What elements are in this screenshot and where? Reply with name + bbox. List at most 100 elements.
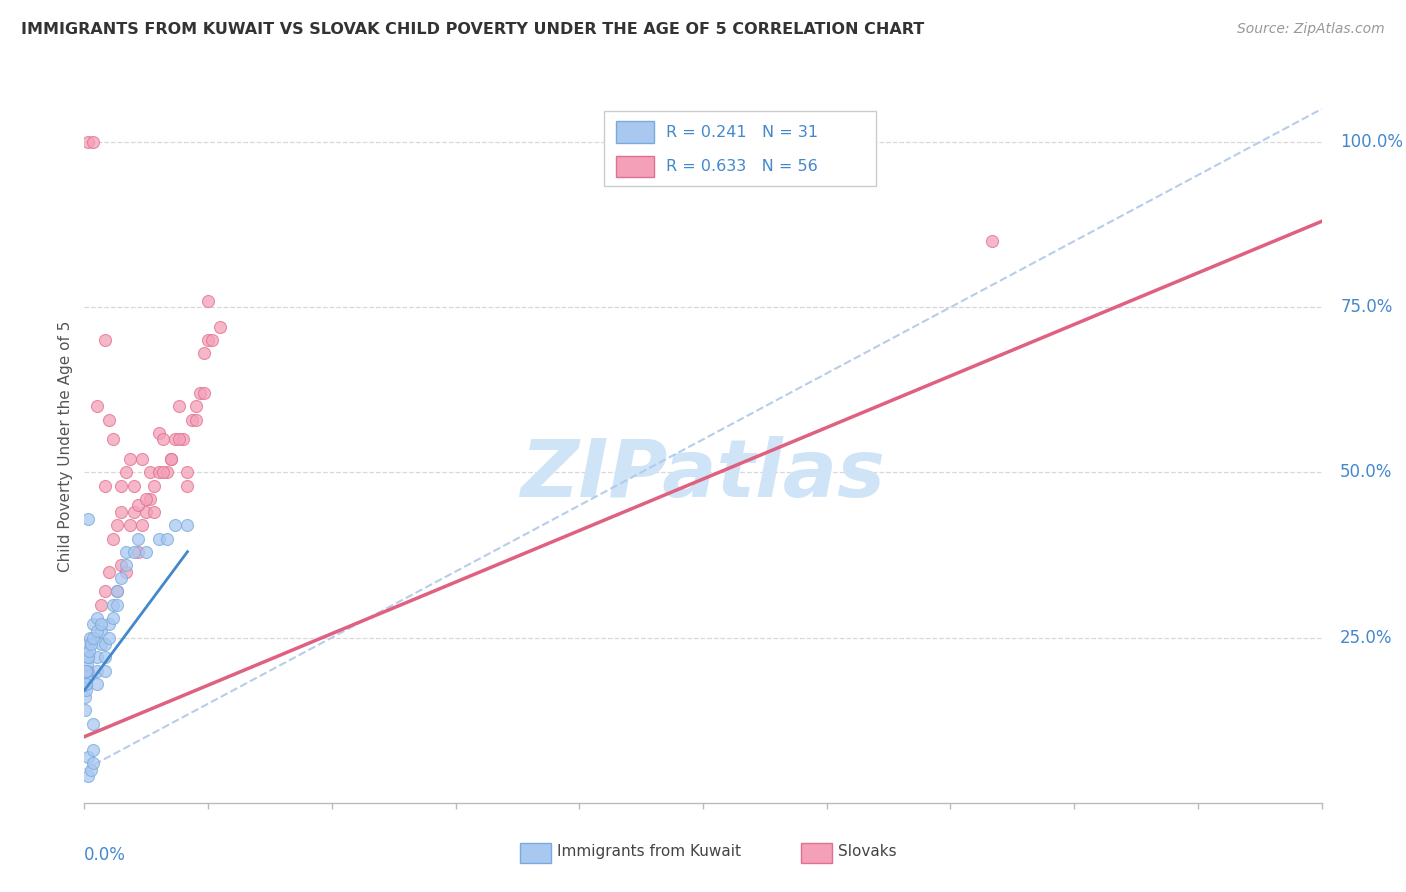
Point (77, 664, 100, 678)
Text: 100.0%: 100.0% (1340, 133, 1403, 151)
Point (152, 466, 174, 480)
Point (148, 425, 170, 440)
Point (127, 545, 149, 559)
Text: 25.0%: 25.0% (1340, 629, 1393, 647)
Point (110, 571, 132, 585)
Point (103, 532, 125, 546)
Point (79, 763, 101, 777)
Point (98, 631, 121, 645)
Point (122, 545, 145, 559)
Point (167, 400, 190, 414)
Point (139, 466, 162, 480)
Point (148, 466, 170, 480)
Point (135, 545, 157, 559)
Point (79, 644, 101, 658)
Point (94, 584, 117, 599)
Point (103, 598, 125, 612)
Point (77, 749, 100, 764)
Point (143, 505, 166, 519)
Point (75, 677, 97, 691)
Point (94, 637, 117, 651)
Point (167, 433, 190, 447)
Text: 75.0%: 75.0% (1340, 298, 1392, 317)
Point (98, 617, 121, 632)
Point (98, 565, 121, 579)
Point (193, 346, 215, 360)
Point (86, 677, 108, 691)
Y-axis label: Child Poverty Under the Age of 5: Child Poverty Under the Age of 5 (58, 320, 73, 572)
Point (105, 584, 128, 599)
Point (82, 716, 104, 731)
FancyBboxPatch shape (616, 155, 654, 177)
Point (127, 499, 149, 513)
Point (118, 518, 141, 533)
Text: ZIPatlas: ZIPatlas (520, 435, 886, 514)
Point (90, 617, 112, 632)
Point (131, 518, 153, 533)
Point (76, 664, 98, 678)
Point (176, 518, 198, 533)
Point (94, 650, 117, 665)
Point (184, 412, 207, 426)
Point (90, 637, 112, 651)
Point (110, 505, 132, 519)
Point (197, 293, 219, 308)
Text: Immigrants from Kuwait: Immigrants from Kuwait (557, 845, 741, 859)
Point (76, 657, 98, 671)
Point (184, 400, 207, 414)
Text: Source: ZipAtlas.com: Source: ZipAtlas.com (1237, 22, 1385, 37)
Point (131, 452, 153, 467)
Point (160, 452, 183, 467)
Point (86, 611, 108, 625)
Point (103, 433, 125, 447)
Point (75, 677, 97, 691)
Point (82, 756, 104, 771)
Point (110, 558, 132, 572)
Point (75, 664, 97, 678)
Point (165, 518, 187, 533)
Point (77, 769, 100, 783)
Point (114, 565, 136, 579)
FancyBboxPatch shape (605, 111, 876, 186)
Text: R = 0.241   N = 31: R = 0.241 N = 31 (666, 125, 818, 139)
Point (105, 598, 128, 612)
Point (77, 511, 100, 525)
Point (143, 478, 166, 492)
Text: R = 0.633   N = 56: R = 0.633 N = 56 (666, 159, 818, 174)
Point (77, 650, 100, 665)
Point (82, 631, 104, 645)
Point (165, 433, 187, 447)
Point (79, 631, 101, 645)
Point (105, 584, 128, 599)
Point (156, 466, 179, 480)
Point (82, 617, 104, 632)
Point (188, 386, 211, 401)
Point (105, 518, 128, 533)
Point (114, 558, 136, 572)
Text: 0.0%: 0.0% (84, 846, 127, 863)
Point (135, 505, 157, 519)
Text: Slovaks: Slovaks (838, 845, 897, 859)
Point (197, 333, 219, 347)
Point (77, 135, 100, 149)
Point (148, 532, 170, 546)
Point (122, 505, 145, 519)
Point (980, 234, 1002, 248)
Point (122, 478, 145, 492)
Point (86, 664, 108, 678)
Point (110, 478, 132, 492)
Point (176, 478, 198, 492)
Point (156, 532, 179, 546)
Point (201, 333, 224, 347)
Point (209, 320, 232, 334)
Point (180, 412, 202, 426)
Point (73, 703, 96, 717)
Point (86, 650, 108, 665)
Point (86, 624, 108, 638)
Point (176, 466, 198, 480)
Point (75, 690, 97, 704)
Text: IMMIGRANTS FROM KUWAIT VS SLOVAK CHILD POVERTY UNDER THE AGE OF 5 CORRELATION CH: IMMIGRANTS FROM KUWAIT VS SLOVAK CHILD P… (21, 22, 924, 37)
Point (160, 452, 183, 467)
Point (135, 491, 157, 506)
Point (82, 135, 104, 149)
